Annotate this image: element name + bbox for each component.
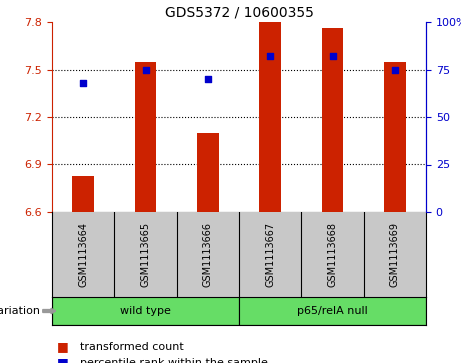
- Bar: [52, 297, 239, 325]
- Point: [329, 53, 336, 59]
- Point: [79, 80, 87, 86]
- Bar: [259, 22, 281, 212]
- Text: GSM1113669: GSM1113669: [390, 222, 400, 287]
- Text: GSM1113665: GSM1113665: [141, 222, 150, 287]
- Text: GSM1113668: GSM1113668: [327, 222, 337, 287]
- Text: GSM1113667: GSM1113667: [265, 222, 275, 287]
- Point: [204, 76, 212, 82]
- Bar: [322, 28, 343, 212]
- Text: ■: ■: [57, 356, 68, 363]
- Text: ■: ■: [57, 340, 68, 354]
- Text: transformed count: transformed count: [80, 342, 183, 352]
- Title: GDS5372 / 10600355: GDS5372 / 10600355: [165, 5, 313, 20]
- Text: percentile rank within the sample: percentile rank within the sample: [80, 358, 267, 363]
- Point: [391, 66, 398, 72]
- Text: genotype/variation: genotype/variation: [0, 306, 41, 316]
- Point: [266, 53, 274, 59]
- Bar: [135, 62, 156, 212]
- Bar: [384, 62, 406, 212]
- Text: GSM1113664: GSM1113664: [78, 222, 88, 287]
- Text: wild type: wild type: [120, 306, 171, 316]
- Text: p65/relA null: p65/relA null: [297, 306, 368, 316]
- Bar: [239, 297, 426, 325]
- Point: [142, 66, 149, 72]
- Text: GSM1113666: GSM1113666: [203, 222, 213, 287]
- Bar: [72, 176, 94, 212]
- Bar: [197, 133, 219, 212]
